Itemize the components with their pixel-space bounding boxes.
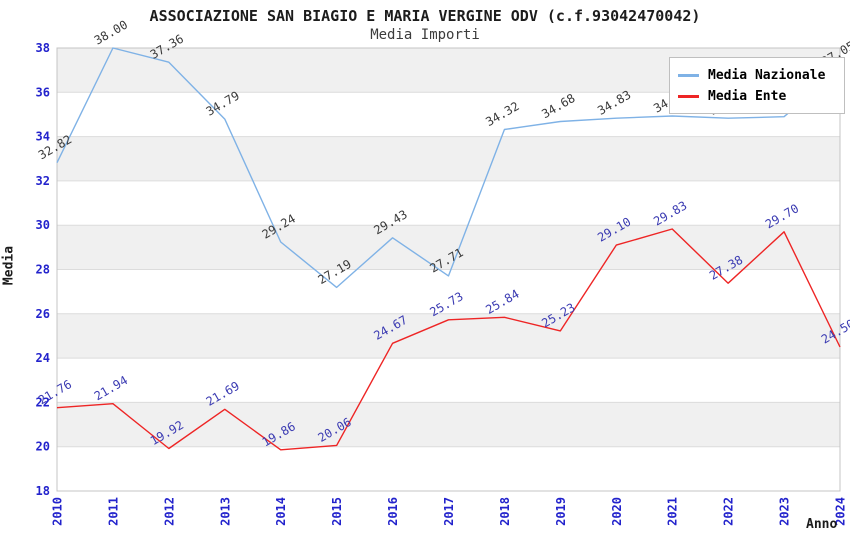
y-tick-label: 18 bbox=[36, 484, 50, 498]
media-nazionale-line-swatch bbox=[678, 74, 699, 77]
y-tick-label: 24 bbox=[36, 351, 50, 365]
y-tick-label: 36 bbox=[36, 85, 50, 99]
x-tick-label: 2012 bbox=[162, 497, 176, 526]
x-tick-label: 2022 bbox=[722, 497, 736, 526]
legend-label-media-ente: Media Ente bbox=[708, 89, 787, 104]
grid-band bbox=[57, 136, 840, 181]
y-tick-label: 30 bbox=[36, 218, 50, 232]
legend-label-media-nazionale: Media Nazionale bbox=[708, 68, 826, 83]
data-point-label: 25.84 bbox=[483, 287, 521, 317]
data-point-label: 21.94 bbox=[92, 373, 130, 403]
x-tick-label: 2020 bbox=[610, 497, 624, 526]
grid-band bbox=[57, 313, 840, 359]
x-tick-label: 2013 bbox=[218, 497, 232, 526]
grid-band bbox=[57, 225, 840, 270]
data-point-label: 34.68 bbox=[539, 91, 577, 121]
x-tick-label: 2011 bbox=[106, 497, 120, 526]
x-tick-label: 2015 bbox=[330, 497, 344, 526]
chart-subtitle: Media Importi bbox=[370, 27, 480, 43]
x-axis-label: Anno bbox=[806, 517, 838, 532]
plot-border bbox=[56, 47, 841, 492]
data-point-label: 34.79 bbox=[204, 89, 242, 119]
x-tick-label: 2023 bbox=[778, 497, 792, 526]
y-tick-label: 32 bbox=[36, 174, 50, 188]
x-tick-label: 2021 bbox=[666, 497, 680, 526]
y-tick-label: 34 bbox=[36, 130, 50, 144]
x-tick-label: 2018 bbox=[498, 497, 512, 526]
grid-band bbox=[57, 402, 840, 447]
data-point-label: 29.83 bbox=[651, 198, 689, 228]
y-tick-label: 38 bbox=[36, 41, 50, 55]
y-tick-label: 28 bbox=[36, 263, 50, 277]
x-tick-label: 2010 bbox=[51, 497, 65, 526]
legend: Media Nazionale Media Ente bbox=[669, 57, 845, 114]
series-line-1 bbox=[56, 228, 841, 451]
x-tick-label: 2016 bbox=[386, 497, 400, 526]
media-ente-line-swatch bbox=[678, 95, 699, 98]
y-tick-label: 26 bbox=[36, 307, 50, 321]
y-axis-label: Media bbox=[1, 245, 17, 286]
x-tick-label: 2024 bbox=[834, 497, 848, 526]
data-point-label: 34.32 bbox=[483, 99, 521, 129]
series-line-0 bbox=[56, 47, 841, 289]
x-tick-label: 2014 bbox=[274, 497, 288, 526]
y-tick-label: 22 bbox=[36, 395, 50, 409]
x-tick-label: 2017 bbox=[442, 497, 456, 526]
legend-item-media-ente: Media Ente bbox=[678, 89, 836, 104]
legend-item-media-nazionale: Media Nazionale bbox=[678, 68, 836, 83]
y-tick-label: 20 bbox=[36, 440, 50, 454]
x-tick-label: 2019 bbox=[554, 497, 568, 526]
chart-title: ASSOCIAZIONE SAN BIAGIO E MARIA VERGINE … bbox=[149, 7, 701, 25]
